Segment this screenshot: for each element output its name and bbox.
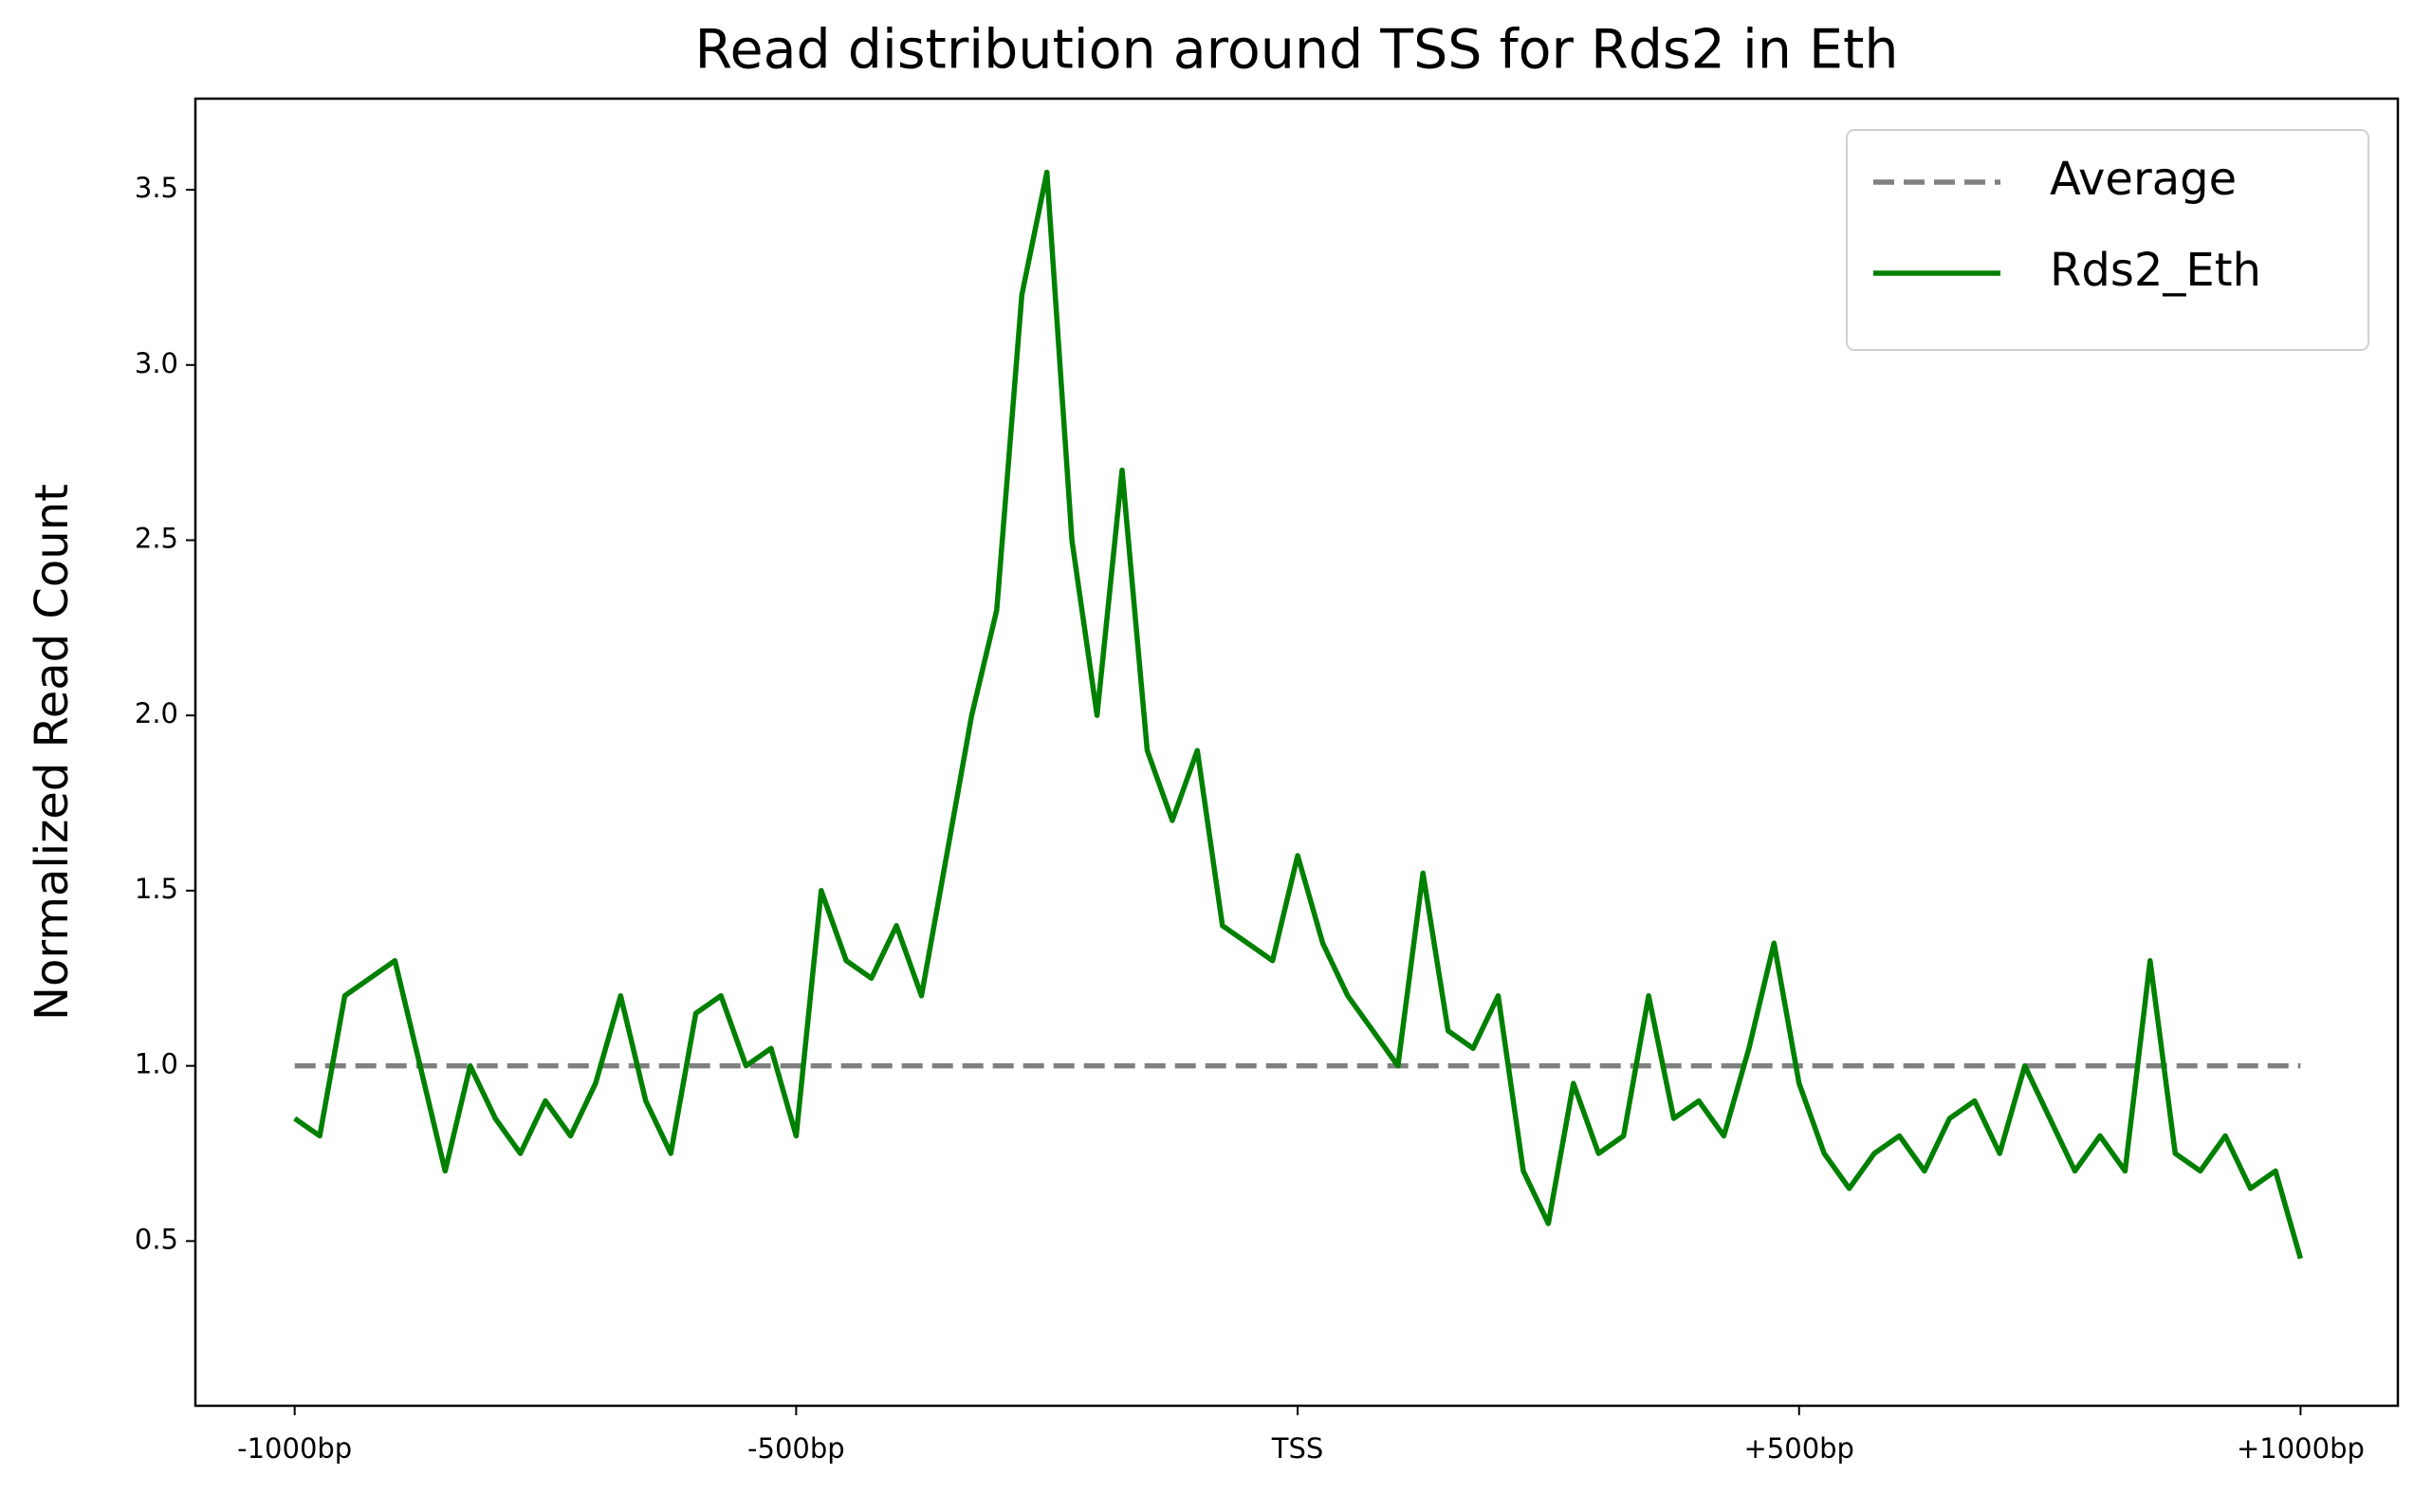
y-tick-label: 2.5: [135, 522, 178, 554]
x-tick-label: -500bp: [747, 1432, 845, 1465]
x-tick-label: +1000bp: [2237, 1432, 2365, 1465]
plot-frame: [193, 97, 2400, 1408]
y-tick-label: 2.0: [135, 697, 178, 729]
y-axis-label: Normalized Read Count: [26, 484, 79, 1021]
y-tick-label: 1.5: [135, 873, 178, 905]
y-tick-label: 3.0: [135, 347, 178, 379]
y-tick-label: 3.5: [135, 172, 178, 204]
x-tick-label: TSS: [1271, 1432, 1324, 1465]
legend-label: Average: [2050, 153, 2237, 206]
y-tick-label: 1.0: [135, 1048, 178, 1080]
legend-box: [1846, 129, 2369, 351]
chart-title: Read distribution around TSS for Rds2 in…: [694, 19, 1898, 82]
legend-label: Rds2_Eth: [2050, 244, 2261, 297]
data-line: [293, 169, 2304, 1260]
y-tick-label: 0.5: [135, 1223, 178, 1255]
x-tick-label: -1000bp: [237, 1432, 352, 1465]
x-tick-label: +500bp: [1744, 1432, 1854, 1465]
